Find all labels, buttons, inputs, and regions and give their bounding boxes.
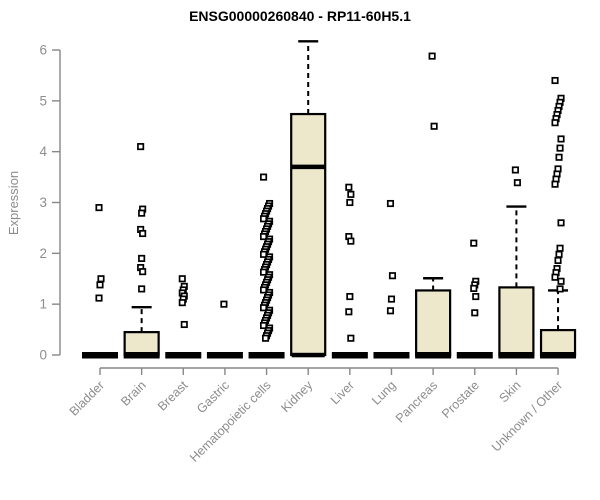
outlier-point bbox=[138, 285, 146, 293]
x-category-label: Liver bbox=[328, 378, 357, 407]
outlier-point bbox=[347, 190, 355, 198]
median-zero-bar bbox=[415, 352, 452, 359]
x-category-label: Bladder bbox=[67, 378, 107, 418]
outlier-point bbox=[470, 239, 478, 247]
median-zero-bar bbox=[540, 352, 577, 359]
outlier-point bbox=[551, 180, 559, 188]
outlier-point bbox=[346, 198, 354, 207]
outlier-point bbox=[260, 173, 268, 181]
outlier-point bbox=[556, 144, 564, 152]
y-tick-label: 3 bbox=[39, 195, 47, 210]
x-category-label: Kidney bbox=[278, 378, 315, 415]
outlier-point bbox=[97, 275, 105, 283]
box-pancreas bbox=[415, 289, 452, 357]
outlier-point bbox=[511, 166, 519, 174]
chart-title: ENSG00000260840 - RP11-60H5.1 bbox=[189, 8, 411, 24]
outlier-point bbox=[178, 299, 186, 307]
box-unknown-other bbox=[539, 328, 577, 357]
outlier-point bbox=[95, 294, 103, 302]
y-tick-label: 5 bbox=[39, 93, 47, 108]
outlier-point bbox=[513, 179, 521, 187]
y-tick-label: 1 bbox=[39, 297, 47, 312]
x-category-label: Prostate bbox=[439, 378, 482, 421]
outlier-point bbox=[138, 209, 146, 217]
x-category-label: Breast bbox=[155, 378, 191, 414]
median-zero-bar bbox=[498, 352, 535, 359]
collapsed-box-bar bbox=[206, 352, 243, 359]
collapsed-box-bar bbox=[82, 352, 118, 359]
y-tick-label: 0 bbox=[39, 348, 47, 363]
outlier-point bbox=[555, 153, 563, 161]
outlier-point bbox=[139, 229, 147, 238]
outlier-point bbox=[96, 281, 104, 289]
outlier-point bbox=[345, 183, 353, 191]
x-category-label: Lung bbox=[369, 378, 399, 408]
outlier-point bbox=[139, 268, 147, 276]
median-zero-bar bbox=[123, 352, 160, 359]
outlier-point bbox=[471, 309, 479, 317]
collapsed-box-bar bbox=[165, 352, 202, 359]
outlier-point bbox=[95, 204, 103, 212]
outlier-point bbox=[345, 308, 353, 316]
x-category-label: Brain bbox=[118, 378, 149, 409]
outlier-point bbox=[137, 143, 145, 151]
collapsed-box-bar bbox=[456, 352, 493, 359]
outlier-point bbox=[428, 52, 436, 60]
outlier-point bbox=[430, 122, 438, 130]
outlier-point bbox=[178, 275, 186, 283]
outlier-point bbox=[347, 334, 355, 342]
x-category-label: Skin bbox=[496, 378, 523, 405]
collapsed-box-bar bbox=[331, 352, 368, 359]
box-bottom-bar bbox=[291, 352, 325, 358]
outlier-point bbox=[557, 219, 565, 227]
outlier-point bbox=[386, 307, 395, 315]
outlier-point bbox=[557, 277, 565, 285]
y-tick-label: 6 bbox=[39, 43, 47, 58]
outlier-point bbox=[551, 76, 559, 85]
outlier-point bbox=[220, 300, 228, 308]
outlier-point bbox=[470, 284, 478, 292]
outlier-point bbox=[551, 119, 559, 127]
y-tick-label: 4 bbox=[39, 144, 47, 159]
outlier-point bbox=[262, 334, 270, 342]
outlier-point bbox=[557, 135, 565, 143]
outlier-point bbox=[554, 256, 562, 265]
x-category-label: Gastric bbox=[194, 378, 232, 416]
outlier-point bbox=[472, 292, 480, 301]
outlier-point bbox=[180, 320, 188, 329]
x-category-label: Hematopoietic cells bbox=[187, 378, 274, 465]
outlier-point bbox=[555, 250, 563, 258]
outlier-point bbox=[346, 292, 354, 301]
collapsed-box-bar bbox=[248, 352, 285, 359]
outlier-point bbox=[138, 254, 146, 262]
y-tick-label: 2 bbox=[39, 246, 47, 261]
box-brain bbox=[123, 331, 160, 357]
outlier-point bbox=[556, 285, 564, 293]
x-category-label: Unknown / Other bbox=[489, 378, 565, 454]
box-kidney bbox=[290, 112, 327, 357]
collapsed-box-bar bbox=[373, 352, 410, 359]
x-category-label: Pancreas bbox=[393, 378, 440, 425]
box-skin bbox=[498, 286, 535, 357]
outlier-point bbox=[347, 237, 355, 245]
outlier-point bbox=[556, 244, 564, 252]
outlier-point bbox=[551, 273, 559, 281]
outlier-point bbox=[387, 295, 396, 303]
outlier-point bbox=[386, 199, 395, 208]
outlier-point bbox=[388, 272, 397, 280]
